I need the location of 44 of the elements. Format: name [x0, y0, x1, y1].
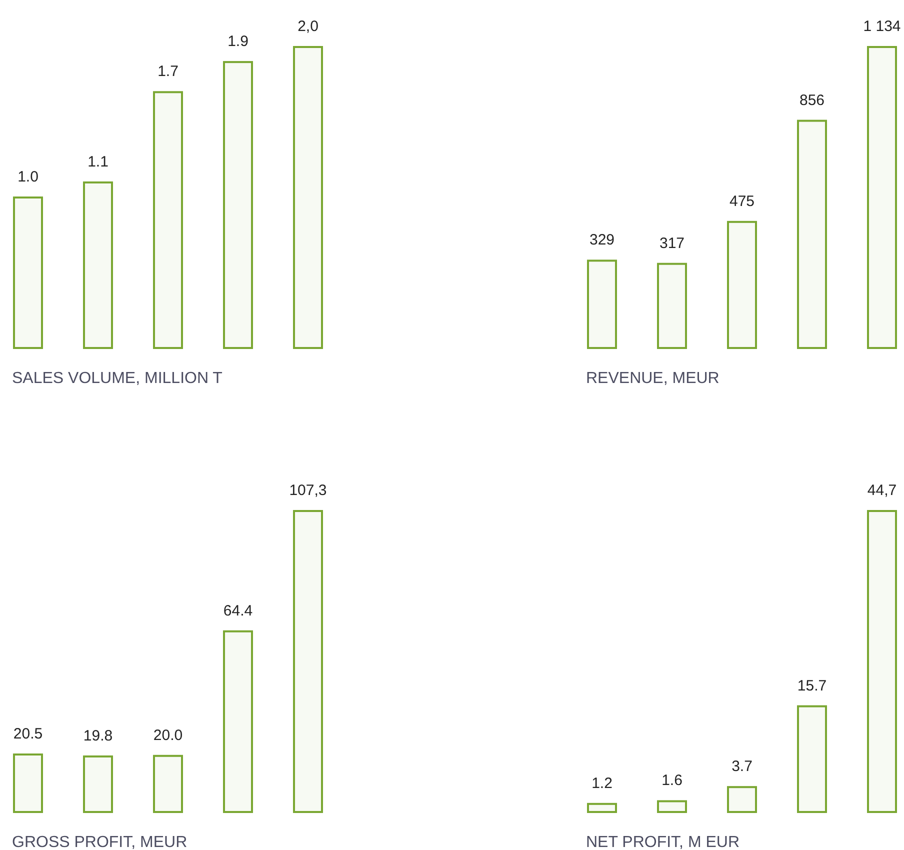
data-label: 1.2 — [592, 774, 612, 792]
bar — [83, 181, 113, 349]
data-label: 2,0 — [298, 18, 318, 35]
bar — [727, 786, 757, 813]
data-label: 3.7 — [732, 758, 752, 776]
data-label: 1.6 — [662, 772, 682, 790]
data-label: 107,3 — [289, 482, 327, 499]
data-label: 475 — [729, 192, 755, 210]
bar — [867, 46, 897, 349]
text: SALES VOLUME, MILLION T — [12, 370, 223, 387]
bar — [83, 755, 113, 813]
data-label: 317 — [659, 234, 685, 252]
bar — [293, 46, 323, 349]
bar — [223, 61, 253, 349]
bar — [13, 196, 43, 349]
data-label: 1.1 — [88, 153, 108, 170]
bar — [797, 120, 827, 349]
bar — [587, 802, 617, 813]
bar — [587, 260, 617, 349]
data-label: 15.7 — [797, 677, 827, 694]
bar — [797, 705, 827, 813]
data-label: 856 — [799, 92, 825, 109]
data-label: 44,7 — [867, 482, 897, 499]
data-label: 1.7 — [158, 63, 178, 80]
bar — [657, 262, 687, 349]
data-label: 64.4 — [223, 602, 253, 620]
data-label: 19.8 — [83, 727, 113, 744]
data-label: 1.0 — [18, 168, 38, 186]
text: NET PROFIT, M EUR — [586, 834, 740, 850]
bar — [223, 630, 253, 813]
data-label: 1 134 — [863, 18, 901, 35]
data-label: 329 — [589, 232, 615, 249]
bar — [153, 754, 183, 813]
data-label: 1.9 — [228, 33, 248, 50]
bar — [727, 220, 757, 349]
data-label: 20.5 — [13, 725, 43, 742]
bar — [13, 753, 43, 813]
bar — [867, 510, 897, 813]
bar — [657, 800, 687, 813]
bar — [153, 91, 183, 349]
data-label: 20.0 — [153, 726, 183, 744]
text: GROSS PROFIT, MEUR — [12, 834, 188, 850]
text: REVENUE, MEUR — [586, 370, 720, 387]
bar — [293, 510, 323, 813]
